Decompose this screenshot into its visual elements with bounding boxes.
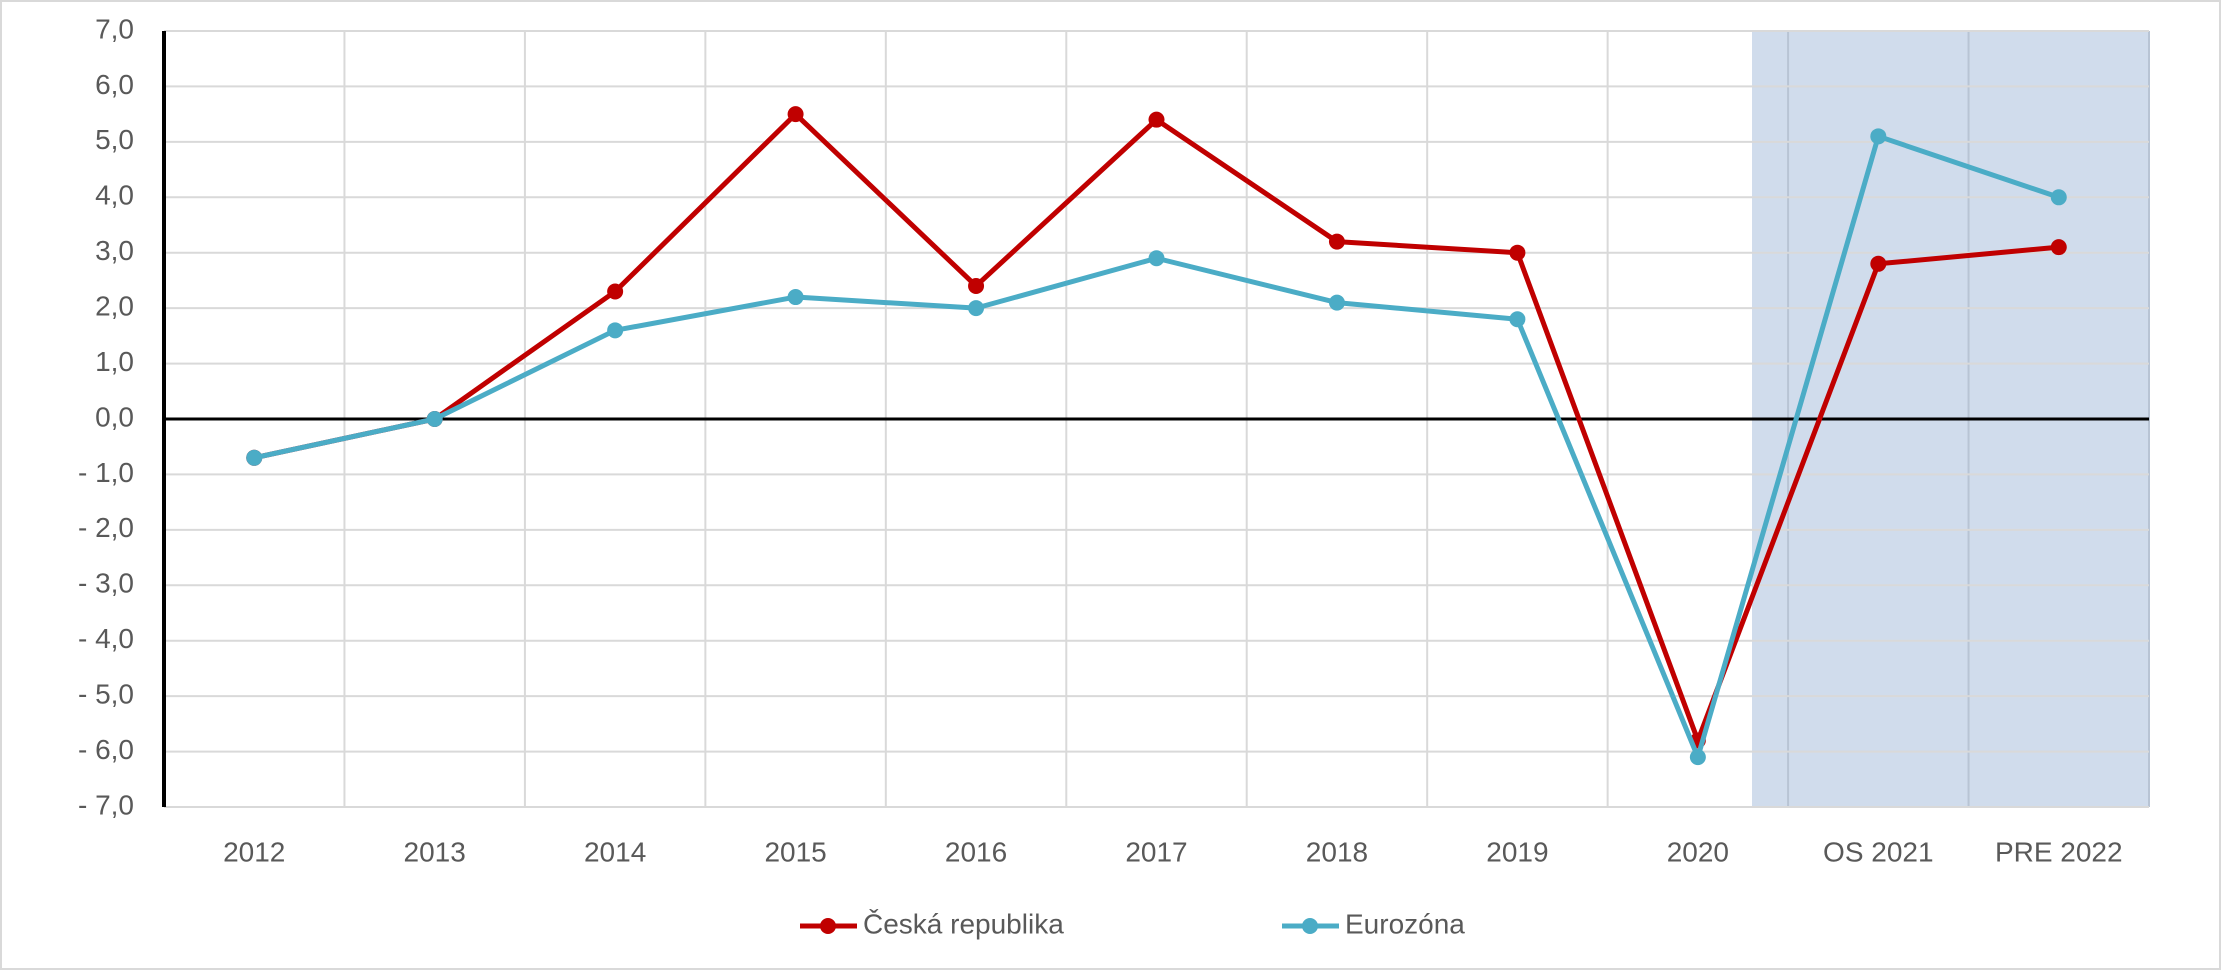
data-point [2050, 189, 2067, 206]
legend-label: Eurozóna [1345, 908, 1465, 939]
data-point [1870, 255, 1887, 272]
x-tick-label: PRE 2022 [1995, 836, 2123, 867]
legend-marker [1302, 918, 1318, 934]
y-tick-label: 6,0 [95, 69, 134, 100]
data-point [2050, 239, 2067, 256]
x-tick-label: 2020 [1667, 836, 1729, 867]
x-tick-label: OS 2021 [1823, 836, 1934, 867]
y-tick-label: 4,0 [95, 180, 134, 211]
data-point [1689, 749, 1706, 766]
data-point [968, 277, 985, 294]
data-point [1509, 244, 1526, 261]
data-point [787, 289, 804, 306]
x-tick-label: 2017 [1125, 836, 1187, 867]
y-tick-label: - 4,0 [78, 623, 134, 654]
data-point [968, 300, 985, 317]
x-tick-label: 2013 [404, 836, 466, 867]
data-point [1148, 111, 1165, 128]
data-point [246, 449, 263, 466]
x-tick-label: 2019 [1486, 836, 1548, 867]
data-point [787, 106, 804, 123]
data-point [607, 283, 624, 300]
data-point [1870, 128, 1887, 145]
data-point [1509, 311, 1526, 328]
y-tick-label: 2,0 [95, 291, 134, 322]
legend-marker [820, 918, 836, 934]
y-tick-label: - 7,0 [78, 789, 134, 820]
x-tick-label: 2015 [764, 836, 826, 867]
y-tick-label: - 1,0 [78, 457, 134, 488]
y-tick-label: 0,0 [95, 401, 134, 432]
x-tick-label: 2012 [223, 836, 285, 867]
data-point [1148, 250, 1165, 267]
y-tick-label: - 2,0 [78, 512, 134, 543]
data-point [607, 322, 624, 339]
x-tick-label: 2018 [1306, 836, 1368, 867]
data-point [1328, 233, 1345, 250]
y-tick-label: - 5,0 [78, 679, 134, 710]
y-tick-label: - 3,0 [78, 568, 134, 599]
legend-label: Česká republika [863, 908, 1064, 939]
y-tick-label: 1,0 [95, 346, 134, 377]
y-tick-label: 5,0 [95, 124, 134, 155]
x-tick-label: 2014 [584, 836, 646, 867]
data-point [1328, 294, 1345, 311]
y-tick-label: 7,0 [95, 13, 134, 44]
data-point [426, 411, 443, 427]
y-tick-label: - 6,0 [78, 734, 134, 765]
x-tick-label: 2016 [945, 836, 1007, 867]
y-tick-label: 3,0 [95, 235, 134, 266]
